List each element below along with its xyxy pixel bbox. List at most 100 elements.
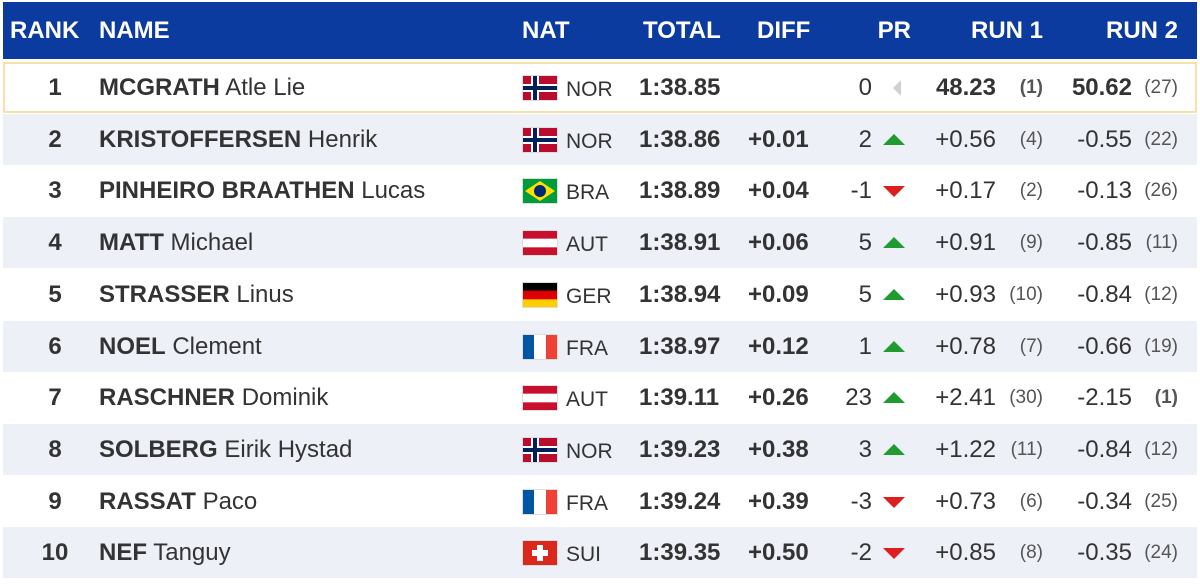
row-content: 5 STRASSER Linus GER 1:38.94 +0.09 5 +0.93 (10)… bbox=[3, 269, 1197, 320]
position-change-arrow bbox=[883, 288, 905, 300]
run1-time: +0.73 bbox=[935, 487, 996, 515]
position-change-arrow bbox=[883, 548, 905, 560]
result-row: 8 SOLBERG Eirik Hystad NOR 1:39.23 +0.38 3 +1.… bbox=[3, 423, 1197, 475]
run1-time: +1.22 bbox=[935, 435, 996, 463]
run1-time: +0.56 bbox=[935, 125, 996, 153]
diff: +0.39 bbox=[748, 487, 809, 515]
position-change-arrow bbox=[883, 392, 905, 404]
run2-rank: (22) bbox=[1144, 128, 1178, 150]
position-change-arrow bbox=[883, 237, 905, 249]
position-change-arrow bbox=[883, 186, 905, 198]
position-change: 5 bbox=[858, 280, 872, 308]
row-content: 9 RASSAT Paco FRA 1:39.24 +0.39 -3 +0.73 (6) -0.… bbox=[3, 476, 1197, 527]
rank: 9 bbox=[48, 487, 62, 515]
rank: 8 bbox=[48, 435, 62, 463]
nation: AUT bbox=[566, 388, 608, 412]
run1-rank: (30) bbox=[1009, 387, 1043, 409]
result-row: 7 RASCHNER Dominik AUT 1:39.11 +0.26 23 +2.41 (… bbox=[3, 372, 1197, 424]
column-header: NAME bbox=[99, 17, 170, 44]
diff: +0.38 bbox=[748, 435, 809, 463]
total-time: 1:39.24 bbox=[639, 487, 721, 515]
position-change: -2 bbox=[850, 539, 872, 567]
run1-rank: (10) bbox=[1009, 283, 1043, 305]
surname: RASSAT bbox=[99, 487, 196, 515]
position-change: -3 bbox=[850, 487, 872, 515]
nation: NOR bbox=[566, 78, 613, 101]
nation: GER bbox=[566, 284, 612, 308]
run1-time: +0.85 bbox=[935, 539, 996, 567]
athlete-name: MATT Michael bbox=[99, 217, 253, 268]
surname: NOEL bbox=[99, 332, 166, 360]
run2-time: -0.84 bbox=[1077, 435, 1132, 463]
given-name: Lucas bbox=[361, 177, 426, 205]
run1-time: +0.91 bbox=[935, 229, 996, 257]
column-header: NAT bbox=[522, 17, 570, 44]
position-change: 1 bbox=[858, 332, 872, 360]
total-time: 1:39.11 bbox=[639, 384, 720, 412]
surname: RASCHNER bbox=[99, 384, 236, 412]
run2-rank: (25) bbox=[1144, 490, 1178, 512]
flag-icon bbox=[522, 436, 558, 463]
surname: KRISTOFFERSEN bbox=[99, 125, 302, 153]
total-time: 1:39.23 bbox=[639, 435, 721, 463]
result-row: 3 PINHEIRO BRAATHEN Lucas BRA 1:38.89 +0.04 -… bbox=[3, 165, 1197, 217]
given-name: Eirik Hystad bbox=[224, 435, 353, 463]
total-time: 1:38.89 bbox=[639, 177, 721, 205]
total-time: 1:38.86 bbox=[639, 125, 721, 153]
run2-rank: (19) bbox=[1144, 335, 1178, 357]
run2-rank: (12) bbox=[1144, 438, 1178, 460]
diff: +0.06 bbox=[748, 229, 809, 257]
surname: PINHEIRO BRAATHEN bbox=[99, 177, 355, 205]
position-change: -1 bbox=[850, 177, 872, 205]
row-content: 4 MATT Michael AUT 1:38.91 +0.06 5 +0.91 (9) -0.… bbox=[3, 217, 1197, 268]
position-change-arrow bbox=[893, 80, 901, 96]
given-name: Clement bbox=[172, 332, 262, 360]
position-change: 0 bbox=[858, 74, 872, 101]
diff: +0.50 bbox=[748, 539, 809, 567]
column-header: RUN 2 bbox=[1105, 17, 1178, 44]
nation: FRA bbox=[566, 491, 608, 515]
surname: NEF bbox=[99, 539, 147, 567]
nation: BRA bbox=[566, 181, 610, 205]
flag-icon bbox=[522, 126, 558, 153]
run2-time: -0.35 bbox=[1077, 539, 1132, 567]
run2-time: -0.34 bbox=[1077, 487, 1132, 515]
rank: 4 bbox=[48, 229, 62, 257]
run2-rank: (12) bbox=[1144, 283, 1178, 305]
total-time: 1:38.94 bbox=[639, 280, 721, 308]
run1-rank: (9) bbox=[1019, 232, 1043, 254]
athlete-name: PINHEIRO BRAATHEN Lucas bbox=[99, 165, 425, 216]
run2-time: -2.15 bbox=[1077, 384, 1132, 412]
position-change-arrow bbox=[883, 340, 905, 352]
result-row: 4 MATT Michael AUT 1:38.91 +0.06 5 +0.91 (9) -0.… bbox=[3, 217, 1197, 269]
row-content: 2 KRISTOFFERSEN Henrik NOR 1:38.86 +0.01 2 +0.… bbox=[3, 114, 1197, 165]
flag-icon bbox=[522, 385, 558, 412]
rank: 2 bbox=[48, 125, 62, 153]
athlete-name: NOEL Clement bbox=[99, 321, 262, 372]
run1-time: +0.78 bbox=[935, 332, 996, 360]
run1-rank: (1) bbox=[1019, 77, 1043, 98]
flag-icon bbox=[522, 281, 558, 308]
total-time: 1:38.97 bbox=[639, 332, 721, 360]
rank: 3 bbox=[48, 177, 62, 205]
result-row: 5 STRASSER Linus GER 1:38.94 +0.09 5 +0.93 (10)… bbox=[3, 268, 1197, 320]
run1-time: +0.93 bbox=[935, 280, 996, 308]
run1-rank: (8) bbox=[1019, 542, 1043, 564]
run2-rank: (11) bbox=[1145, 232, 1178, 254]
run1-rank: (6) bbox=[1019, 490, 1043, 512]
flag-icon bbox=[522, 488, 558, 515]
nation: AUT bbox=[566, 233, 608, 257]
result-row: 10 NEF Tanguy SUI 1:39.35 +0.50 -2 +0.85 (8) -0.… bbox=[3, 527, 1197, 579]
athlete-name: RASCHNER Dominik bbox=[99, 372, 328, 423]
run1-time: 48.23 bbox=[935, 74, 996, 101]
given-name: Dominik bbox=[241, 384, 329, 412]
given-name: Paco bbox=[202, 487, 258, 515]
run2-rank: (1) bbox=[1154, 387, 1178, 409]
given-name: Atle Lie bbox=[225, 74, 306, 101]
flag-icon bbox=[522, 540, 558, 567]
run1-time: +0.17 bbox=[935, 177, 996, 205]
row-content: 8 SOLBERG Eirik Hystad NOR 1:39.23 +0.38 3 +1.… bbox=[3, 424, 1197, 475]
run1-rank: (7) bbox=[1019, 335, 1043, 357]
given-name: Tanguy bbox=[153, 539, 231, 567]
